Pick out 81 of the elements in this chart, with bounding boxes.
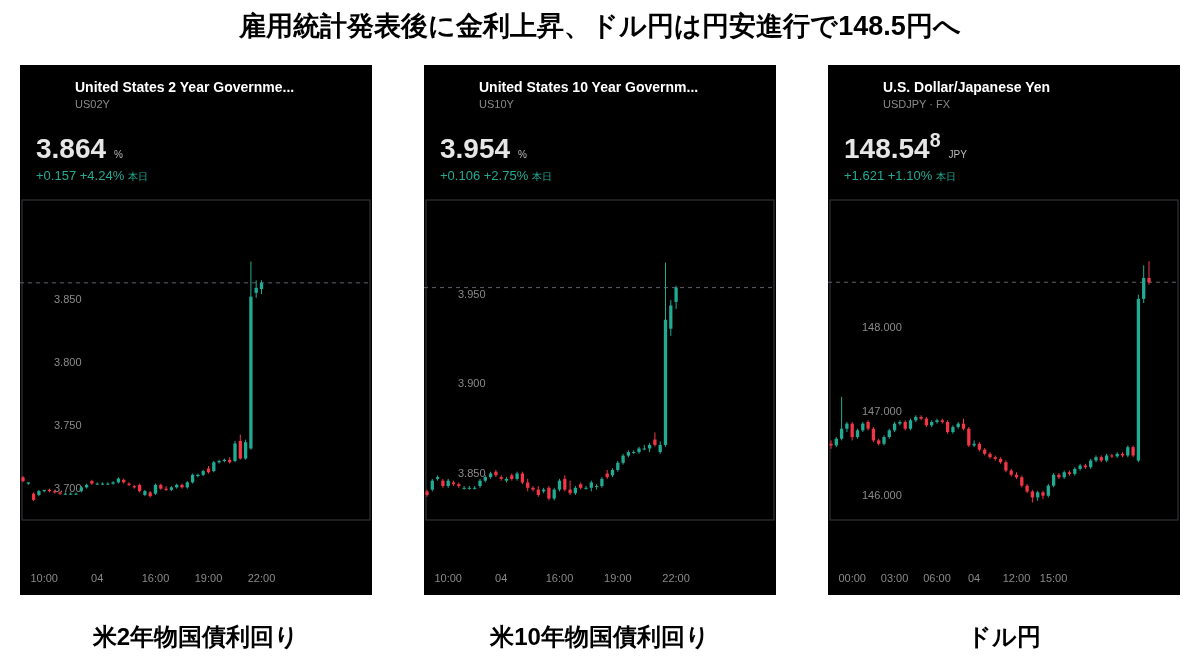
candlestick: [845, 421, 849, 433]
chart-title: United States 10 Year Governm...: [479, 79, 699, 95]
x-tick-label: 10:00: [434, 572, 462, 584]
y-tick-label: 3.900: [458, 377, 486, 390]
x-tick-label: 16:00: [141, 572, 170, 584]
y-tick-label: 3.850: [458, 466, 486, 479]
x-tick-label: 04: [495, 572, 508, 584]
candlestick: [1110, 453, 1114, 459]
y-tick-label: 3.750: [54, 418, 82, 431]
candlestick: [951, 424, 955, 435]
x-tick-label: 22:00: [247, 572, 276, 584]
candlestick: [653, 431, 657, 448]
candlestick: [919, 414, 923, 421]
text: +0.106 +2.75%: [440, 168, 529, 183]
y-tick-label: 3.800: [54, 356, 82, 369]
x-tick-label: 04: [967, 572, 981, 584]
candlestick: [898, 419, 902, 426]
x-tick-label: 15:00: [1039, 572, 1068, 584]
x-tick-label: 03:00: [880, 572, 909, 584]
text: 雇用統計発表後に金利上昇、ドル円は円安進行で148.5円へ: [238, 11, 961, 41]
text: 3.864: [36, 133, 107, 164]
candlestick: [111, 480, 115, 486]
x-tick-label: 12:00: [1002, 572, 1031, 584]
candlestick: [1041, 490, 1045, 500]
candlestick: [1142, 264, 1146, 304]
x-tick-label: 19:00: [604, 572, 632, 584]
candlestick: [1078, 463, 1082, 472]
text: 米2年物国債利回り: [91, 623, 300, 650]
candlestick: [243, 439, 248, 461]
candlestick: [674, 285, 678, 310]
text: 米10年物国債利回り: [489, 623, 710, 650]
chart-subtitle: USDJPY · FX: [883, 98, 951, 110]
candlestick: [839, 396, 844, 441]
chart-title: U.S. Dollar/Japanese Yen: [883, 79, 1051, 95]
x-tick-label: 04: [91, 572, 104, 584]
y-tick-label: 3.850: [54, 293, 82, 306]
text: 148.54$^{8}$: [844, 129, 941, 164]
x-tick-label: 19:00: [194, 572, 223, 584]
chart-subtitle: US10Y: [479, 98, 515, 110]
text: 本日: [532, 171, 553, 182]
candlestick: [531, 485, 535, 492]
text: +0.157 +4.24%: [36, 168, 125, 183]
candlestick: [233, 440, 237, 463]
text: %: [114, 149, 124, 160]
candlestick: [180, 483, 184, 490]
text: ドル円: [967, 623, 1041, 650]
y-tick-label: 3.700: [54, 481, 82, 494]
text: 本日: [128, 171, 149, 182]
y-tick-label: 148.000: [862, 321, 902, 334]
y-tick-label: 146.000: [862, 488, 902, 501]
candlestick: [494, 469, 498, 478]
candlestick: [988, 451, 992, 460]
candlestick: [217, 459, 221, 465]
candlestick: [127, 481, 131, 487]
text: 3.954: [440, 133, 511, 164]
candlestick: [238, 434, 242, 461]
candlestick: [1147, 260, 1151, 286]
y-tick-label: 3.950: [458, 287, 486, 300]
x-tick-label: 00:00: [838, 572, 866, 584]
x-tick-label: 16:00: [545, 572, 574, 584]
candlestick: [594, 483, 599, 491]
candlestick: [568, 480, 572, 496]
candlestick: [196, 473, 200, 478]
y-tick-label: 147.000: [862, 404, 902, 417]
candlestick: [669, 299, 673, 337]
chart-title: United States 2 Year Governme...: [75, 79, 295, 95]
candlestick: [58, 490, 62, 496]
candlestick: [164, 485, 168, 492]
chart-subtitle: US02Y: [75, 98, 111, 110]
candlestick: [1057, 472, 1061, 480]
x-tick-label: 10:00: [30, 572, 58, 584]
candlestick: [462, 485, 466, 491]
x-tick-label: 22:00: [662, 572, 690, 584]
text: %: [518, 149, 528, 160]
text: JPY: [948, 149, 968, 160]
candlestick: [935, 418, 939, 425]
candlestick: [584, 485, 588, 491]
x-tick-label: 06:00: [923, 572, 951, 584]
candlestick: [74, 491, 78, 496]
text: +1.621 +1.10%: [844, 168, 933, 183]
text: 本日: [936, 171, 957, 182]
